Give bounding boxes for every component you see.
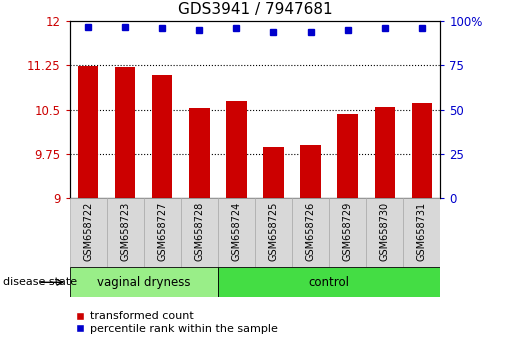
- Bar: [329, 198, 366, 267]
- Title: GDS3941 / 7947681: GDS3941 / 7947681: [178, 2, 332, 17]
- Bar: [263, 147, 284, 198]
- Bar: [374, 107, 395, 198]
- Text: GSM658730: GSM658730: [380, 202, 390, 261]
- Bar: [70, 198, 107, 267]
- Text: GSM658729: GSM658729: [342, 202, 353, 261]
- Text: control: control: [308, 276, 350, 289]
- Bar: [337, 114, 358, 198]
- Text: GSM658723: GSM658723: [120, 202, 130, 261]
- Bar: [218, 198, 255, 267]
- Text: disease state: disease state: [3, 277, 77, 287]
- Bar: [218, 267, 440, 297]
- Bar: [226, 101, 247, 198]
- Bar: [181, 198, 218, 267]
- Bar: [255, 198, 292, 267]
- Bar: [144, 198, 181, 267]
- Bar: [189, 108, 210, 198]
- Bar: [366, 198, 403, 267]
- Bar: [70, 267, 218, 297]
- Text: vaginal dryness: vaginal dryness: [97, 276, 191, 289]
- Text: GSM658727: GSM658727: [157, 202, 167, 261]
- Bar: [300, 145, 321, 198]
- Bar: [403, 198, 440, 267]
- Text: GSM658726: GSM658726: [305, 202, 316, 261]
- Bar: [115, 67, 135, 198]
- Text: GSM658724: GSM658724: [231, 202, 242, 261]
- Text: GSM658728: GSM658728: [194, 202, 204, 261]
- Bar: [292, 198, 329, 267]
- Bar: [107, 198, 144, 267]
- Text: GSM658722: GSM658722: [83, 202, 93, 261]
- Bar: [411, 103, 432, 198]
- Bar: [78, 66, 98, 198]
- Legend: transformed count, percentile rank within the sample: transformed count, percentile rank withi…: [75, 312, 278, 333]
- Text: GSM658725: GSM658725: [268, 202, 279, 261]
- Text: GSM658731: GSM658731: [417, 202, 427, 261]
- Bar: [152, 75, 173, 198]
